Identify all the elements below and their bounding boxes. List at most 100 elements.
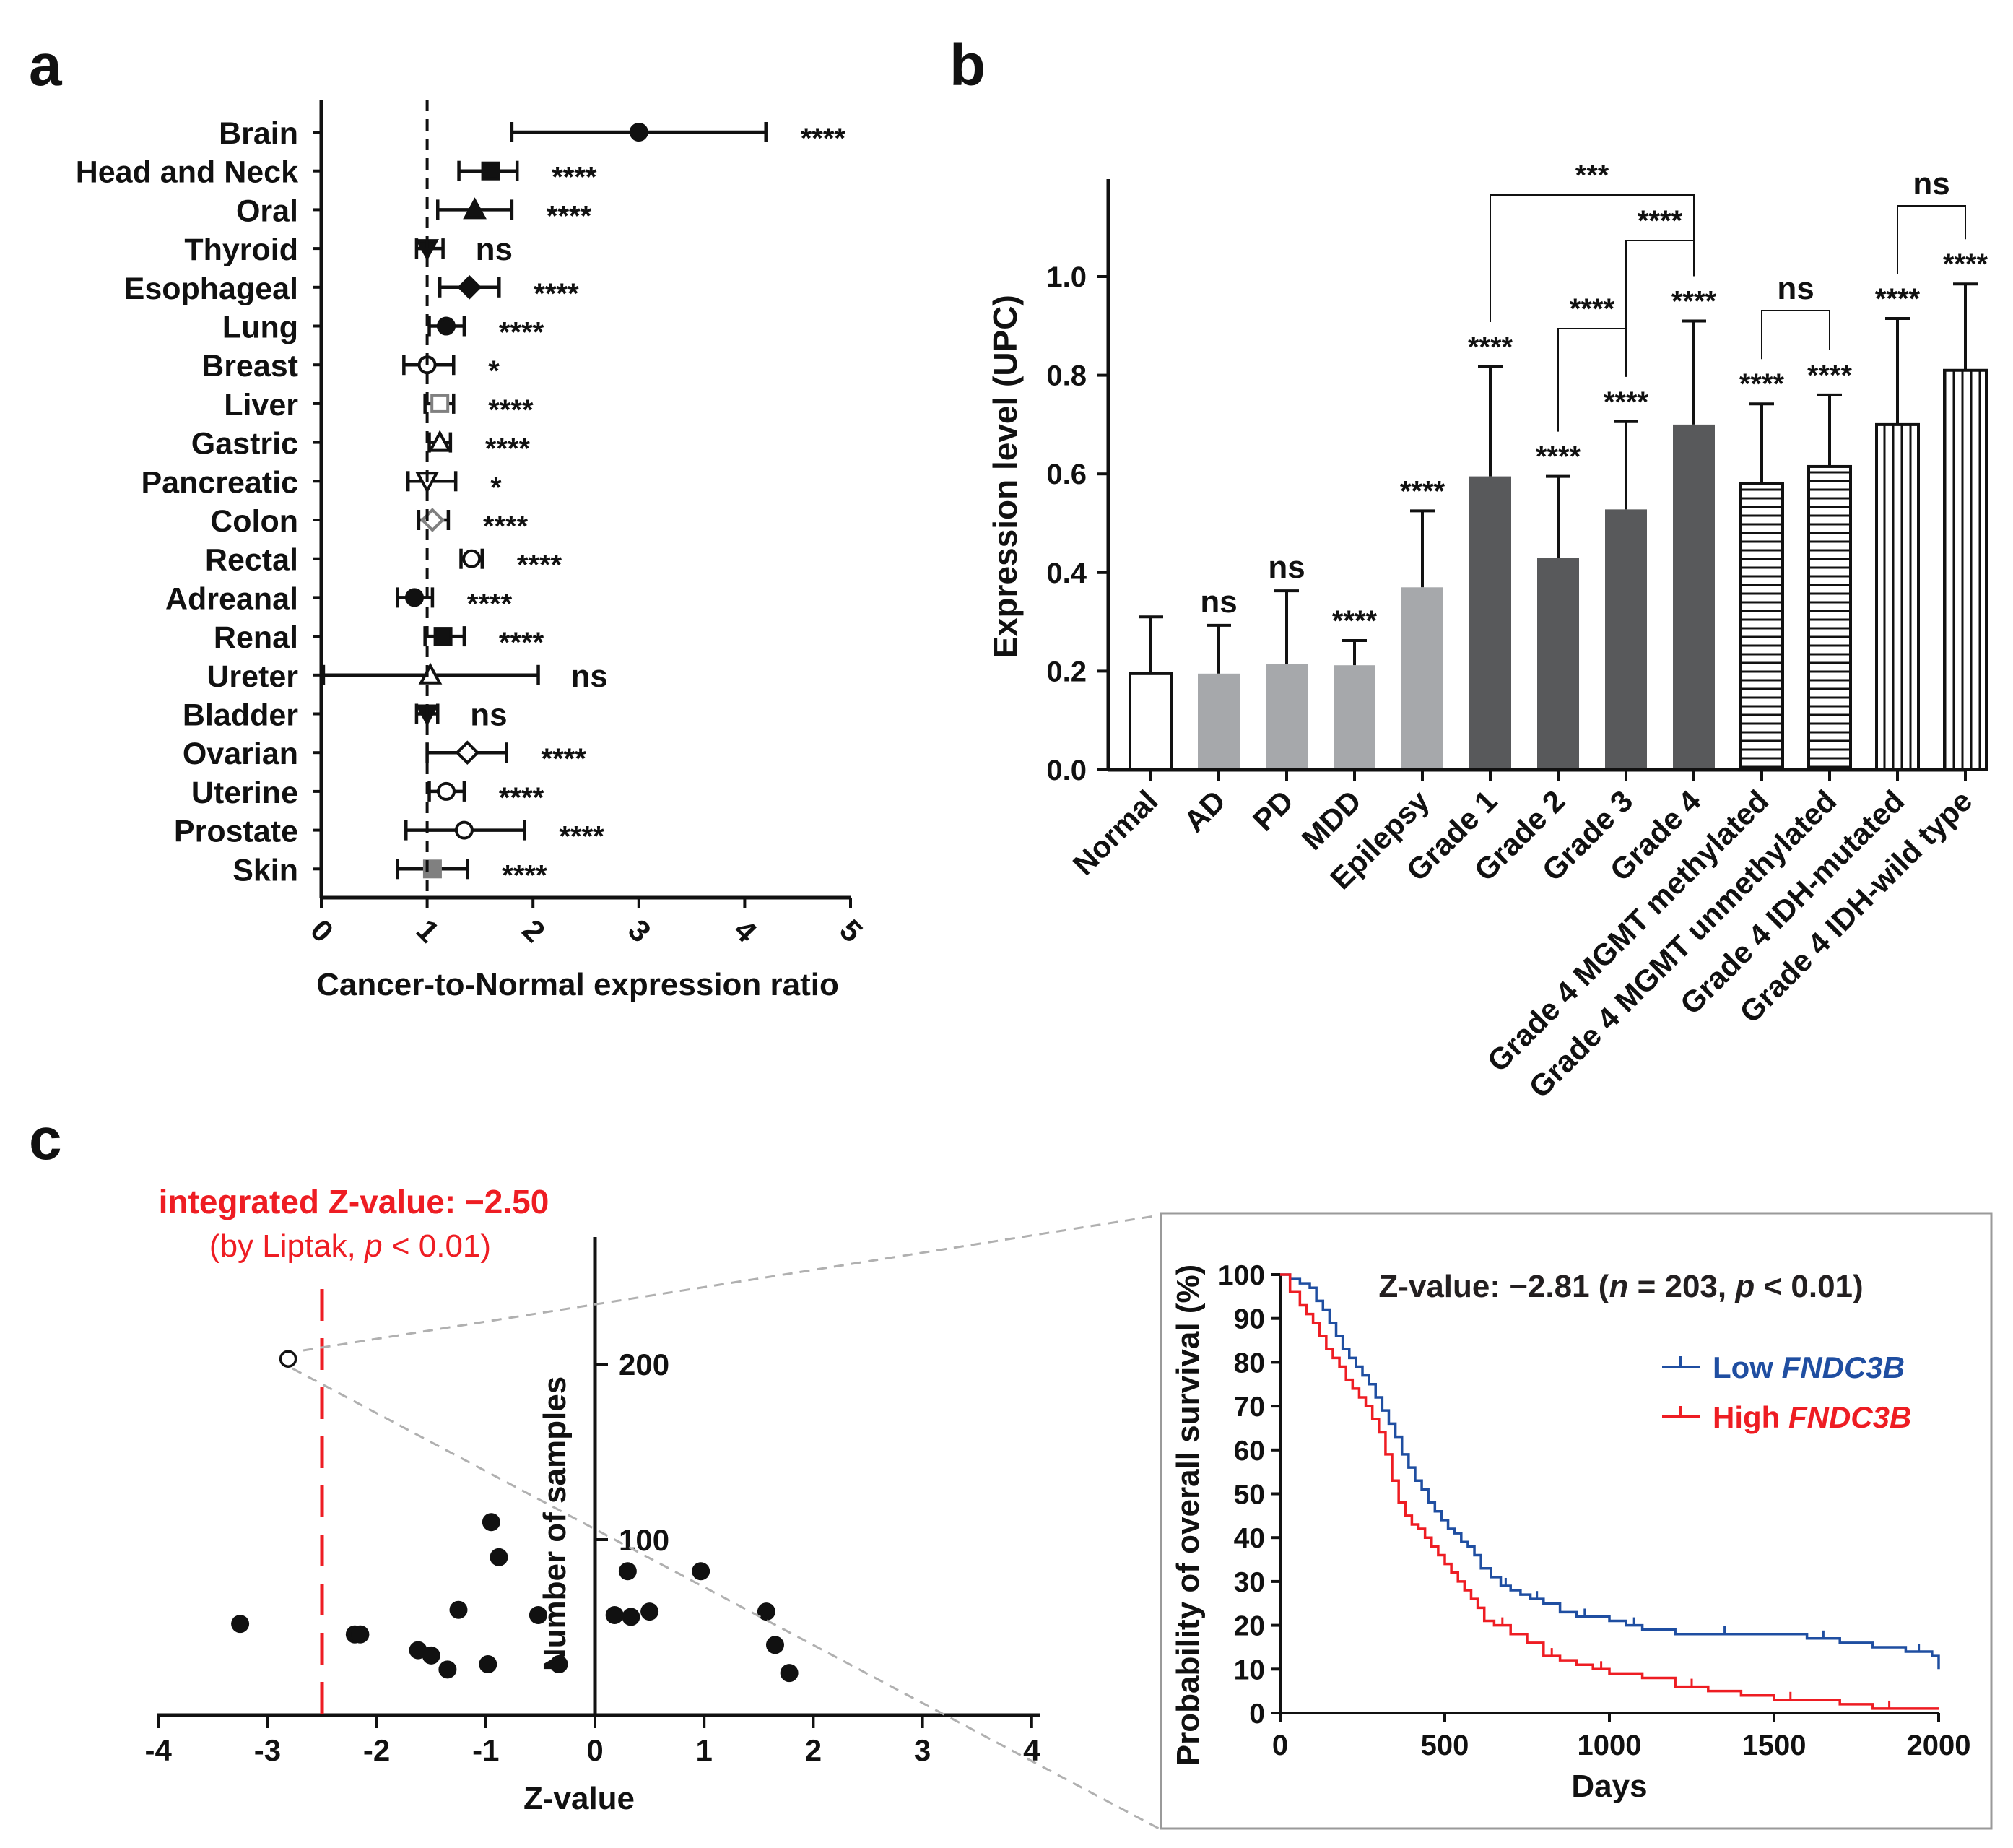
forest-row-label: Brain <box>219 116 298 151</box>
forest-x-tick-label: 3 <box>622 913 658 949</box>
scatter-x-tick-label: 2 <box>805 1733 822 1767</box>
integrated-z-annotation: integrated Z-value: −2.50 <box>159 1183 549 1220</box>
forest-significance: **** <box>467 588 513 620</box>
bar-x-label: AD <box>1177 784 1232 838</box>
forest-row: Colon **** <box>210 504 528 542</box>
survival-y-tick-label: 90 <box>1234 1304 1265 1335</box>
bar-group: **** <box>1536 441 1581 781</box>
bar-y-tick-label: 0.6 <box>1046 459 1087 490</box>
forest-marker <box>418 662 443 685</box>
forest-row: Gastric **** <box>191 427 531 465</box>
forest-significance: **** <box>801 123 846 155</box>
scatter-x-tick-label: 0 <box>586 1733 603 1767</box>
survival-x-tick-label: 0 <box>1272 1730 1288 1761</box>
bar-comparison: **** <box>1557 293 1627 432</box>
survival-title-suffix: < 0.01) <box>1755 1269 1863 1304</box>
forest-significance: * <box>488 355 500 387</box>
bar-group: **** <box>1943 248 1988 781</box>
survival-frame <box>1160 1212 1993 1830</box>
scatter-y-label: Number of samples <box>537 1376 573 1671</box>
forest-significance: **** <box>547 200 592 232</box>
survival-curve <box>1280 1273 1939 1710</box>
bar-group: **** <box>1875 283 1921 781</box>
forest-row-label: Liver <box>224 388 298 422</box>
forest-row-label: Prostate <box>174 815 298 849</box>
liptak-annotation: (by Liptak, p < 0.01) <box>209 1228 491 1264</box>
scatter-x-label: Z-value <box>523 1781 635 1816</box>
scatter-point <box>449 1600 468 1619</box>
bar-significance: **** <box>1875 283 1921 315</box>
survival-title-prefix: Z-value: −2.81 ( <box>1378 1269 1609 1304</box>
scatter-point <box>482 1513 500 1532</box>
bar-y-tick-label: 0.0 <box>1046 755 1087 786</box>
legend-high-prefix: High <box>1713 1400 1788 1434</box>
forest-significance: ns <box>476 232 513 267</box>
survival-y-tick-label: 70 <box>1234 1392 1265 1423</box>
bar <box>1605 509 1647 770</box>
bar <box>1875 422 1920 772</box>
forest-marker <box>436 781 456 801</box>
survival-curve <box>1280 1273 1940 1670</box>
survival-y-tick-label: 0 <box>1249 1699 1265 1730</box>
bar <box>1266 664 1308 770</box>
forest-significance: **** <box>552 162 597 194</box>
zoom-guide-bottom <box>292 1367 1160 1830</box>
forest-marker <box>457 274 482 300</box>
forest-marker <box>629 123 648 142</box>
forest-marker <box>454 820 474 840</box>
forest-row-label: Lung <box>222 311 298 345</box>
bar-y-tick-label: 0.8 <box>1046 360 1087 392</box>
bar-significance: **** <box>1536 441 1581 473</box>
forest-row: Uterine **** <box>191 776 544 814</box>
forest-marker <box>433 627 453 646</box>
scatter-x-tick-label: 1 <box>696 1733 713 1767</box>
forest-row: Skin **** <box>232 853 547 891</box>
legend: Low FNDC3B High FNDC3B <box>1662 1350 1911 1434</box>
forest-row-label: Colon <box>210 504 298 539</box>
survival-x-label: Days <box>1571 1769 1647 1804</box>
forest-row: Head and Neck **** <box>76 155 597 194</box>
forest-row-label: Uterine <box>191 776 298 810</box>
survival-x-tick-label: 1000 <box>1578 1730 1642 1761</box>
legend-low-gene: FNDC3B <box>1782 1350 1905 1384</box>
forest-row-label: Adreanal <box>165 581 298 616</box>
legend-low-prefix: Low <box>1713 1350 1782 1384</box>
forest-row-label: Gastric <box>191 427 298 461</box>
survival-title: Z-value: −2.81 (n = 203, p < 0.01) <box>1378 1269 1863 1304</box>
forest-significance: ns <box>470 698 507 733</box>
scatter-x-tick-label: -3 <box>254 1733 281 1767</box>
forest-row-label: Pancreatic <box>141 465 298 500</box>
bar <box>1673 424 1715 770</box>
forest-row-label: Head and Neck <box>76 155 298 190</box>
forest-row-label: Ovarian <box>183 737 298 771</box>
scatter-y-tick-label: 100 <box>619 1523 669 1557</box>
bar <box>1129 672 1173 771</box>
bar-group: **** <box>1468 331 1513 781</box>
scatter-point <box>438 1660 457 1679</box>
panel-label-c: c <box>29 1106 62 1172</box>
forest-plot: Brain **** Head and Neck **** Oral **** Thyroi… <box>76 100 869 1002</box>
scatter-point-highlight <box>279 1350 297 1368</box>
forest-significance: * <box>490 472 502 503</box>
bar-comparison-label: **** <box>1570 293 1615 325</box>
bar-comparison-label: ns <box>1913 166 1949 201</box>
forest-significance: **** <box>534 278 579 310</box>
bar-comparison: ns <box>1897 166 1966 274</box>
scatter-point <box>765 1636 784 1654</box>
forest-row: Ovarian **** <box>183 737 586 775</box>
scatter-x-tick-label: -4 <box>145 1733 173 1767</box>
forest-marker <box>455 740 480 765</box>
survival-x-tick-label: 1500 <box>1742 1730 1807 1761</box>
forest-row: Adreanal **** <box>165 581 513 620</box>
forest-significance: **** <box>559 821 604 853</box>
forest-row: Renal **** <box>214 620 544 659</box>
bar <box>1401 587 1443 770</box>
bar-comparison: *** <box>1490 160 1695 322</box>
scatter-point <box>757 1602 775 1621</box>
bar-group: **** <box>1400 475 1445 781</box>
forest-significance: **** <box>485 433 531 465</box>
forest-x-tick-label: 4 <box>728 913 764 949</box>
